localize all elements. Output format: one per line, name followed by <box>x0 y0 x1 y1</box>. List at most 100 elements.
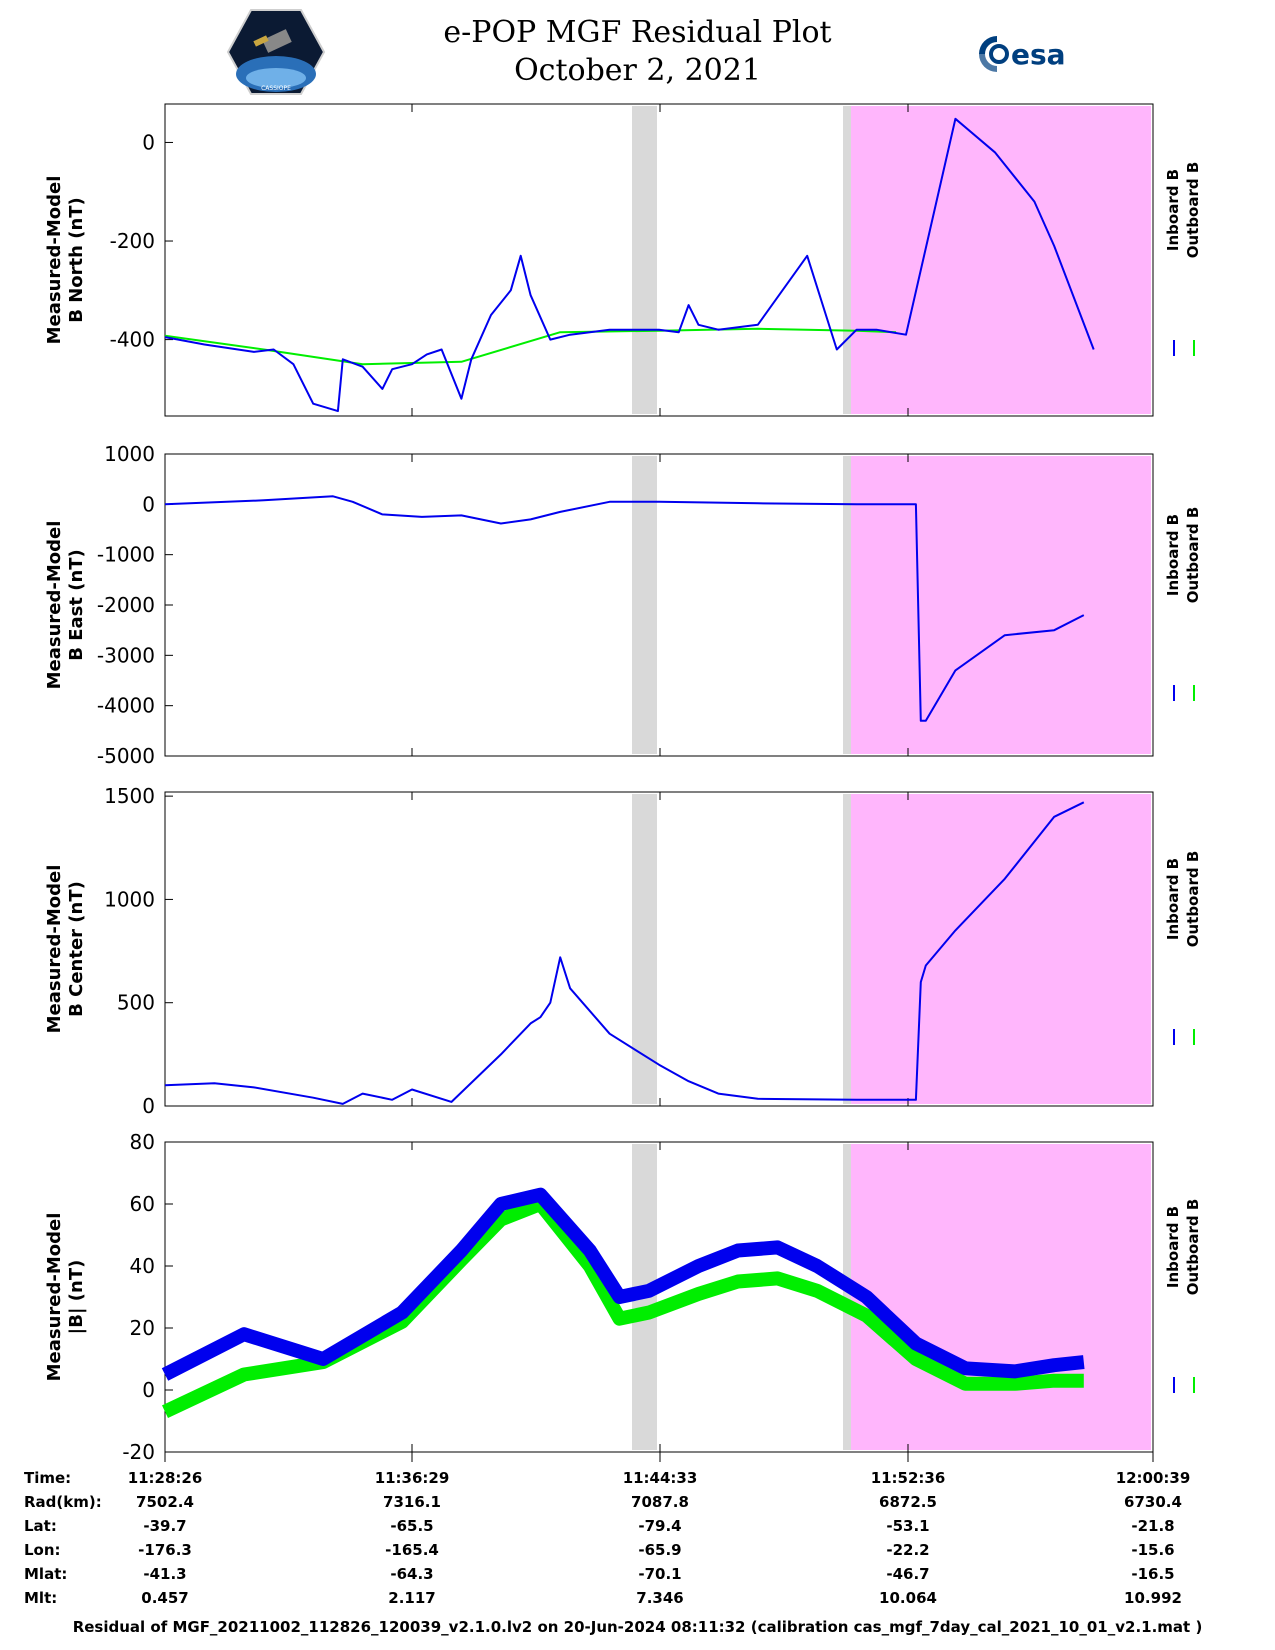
y-axis-label-line2: B Center (nT) <box>66 881 87 1017</box>
transition-band <box>843 106 851 414</box>
table-cell: 10.064 <box>879 1589 937 1607</box>
legend-outboard-label: Outboard B <box>1184 851 1202 948</box>
esa-logo: esa <box>979 36 1066 72</box>
y-axis-label-line1: Measured-Model <box>44 521 65 690</box>
y-axis-label-line2: B East (nT) <box>66 549 87 661</box>
y-tick-label: -3000 <box>97 643 155 667</box>
plot-frame <box>164 791 1154 1107</box>
table-row-label: Lon: <box>24 1541 61 1559</box>
y-tick-label: 20 <box>130 1316 155 1340</box>
table-cell: 0.457 <box>141 1589 189 1607</box>
data-gap-band <box>632 794 657 1104</box>
table-cell: -39.7 <box>143 1517 187 1535</box>
y-tick-label: 500 <box>117 991 155 1015</box>
y-tick-label: 1500 <box>104 784 155 808</box>
table-row-label: Time: <box>24 1469 72 1487</box>
table-cell: 11:36:29 <box>374 1469 450 1487</box>
y-tick-label: -1000 <box>97 543 155 567</box>
legend-outboard-label: Outboard B <box>1184 162 1202 259</box>
table-cell: 10.992 <box>1124 1589 1182 1607</box>
y-tick-label: 1000 <box>104 887 155 911</box>
table-cell: -16.5 <box>1131 1565 1175 1583</box>
y-tick-label: 0 <box>142 130 155 154</box>
table-row-label: Mlat: <box>24 1565 68 1583</box>
plot-title: e-POP MGF Residual Plot <box>443 15 832 50</box>
table-cell: 6872.5 <box>879 1493 937 1511</box>
highlight-band <box>851 456 1151 754</box>
y-tick-label: -5000 <box>97 744 155 768</box>
cassiope-logo: CASSIOPE <box>226 9 326 95</box>
transition-band <box>843 1144 851 1450</box>
table-cell: -165.4 <box>385 1541 439 1559</box>
table-cell: 11:44:33 <box>622 1469 698 1487</box>
plot-frame <box>164 1141 1154 1453</box>
table-cell: -64.3 <box>390 1565 434 1583</box>
legend-inboard-label: Inboard B <box>1164 514 1182 596</box>
y-tick-label: 60 <box>130 1192 155 1216</box>
y-tick-label: 80 <box>130 1130 155 1154</box>
table-cell: 11:52:36 <box>870 1469 946 1487</box>
data-gap-band <box>632 456 657 754</box>
highlight-band <box>851 1144 1151 1450</box>
table-cell: -22.2 <box>886 1541 930 1559</box>
table-cell: -65.9 <box>638 1541 682 1559</box>
legend-outboard-label: Outboard B <box>1184 507 1202 604</box>
series-line-inboard-0 <box>164 801 1085 1105</box>
cassiope-logo-text: CASSIOPE <box>261 85 291 92</box>
data-gap-band <box>632 106 657 414</box>
y-tick-label: -400 <box>110 328 155 352</box>
highlight-band <box>851 794 1151 1104</box>
table-cell: 7316.1 <box>383 1493 441 1511</box>
y-tick-label: -2000 <box>97 593 155 617</box>
plot-date: October 2, 2021 <box>514 53 761 88</box>
table-cell: -15.6 <box>1131 1541 1175 1559</box>
legend-outboard-label: Outboard B <box>1184 1199 1202 1296</box>
table-cell: 12:00:39 <box>1115 1469 1191 1487</box>
table-cell: 6730.4 <box>1124 1493 1182 1511</box>
y-axis-label-line1: Measured-Model <box>44 865 65 1034</box>
table-cell: -53.1 <box>886 1517 930 1535</box>
table-cell: 11:28:26 <box>127 1469 203 1487</box>
legend-inboard-label: Inboard B <box>1164 858 1182 940</box>
table-cell: -79.4 <box>638 1517 682 1535</box>
series-line-inboard-0 <box>164 117 1095 413</box>
y-tick-label: -20 <box>122 1440 155 1464</box>
title-block: e-POP MGF Residual Plot October 2, 2021 <box>0 14 1275 90</box>
table-cell: 7.346 <box>636 1589 684 1607</box>
y-axis-label-line2: B North (nT) <box>66 197 87 323</box>
esa-logo-text: esa <box>1011 38 1066 71</box>
table-cell: -46.7 <box>886 1565 930 1583</box>
legend-inboard-label: Inboard B <box>1164 169 1182 251</box>
series-line-inboard-0 <box>164 495 1085 722</box>
y-axis-label-line1: Measured-Model <box>44 176 65 345</box>
table-cell: -176.3 <box>138 1541 192 1559</box>
table-row-label: Rad(km): <box>24 1493 102 1511</box>
transition-band <box>843 456 851 754</box>
y-axis-label-line1: Measured-Model <box>44 1213 65 1382</box>
series-line-outboard-1 <box>164 327 897 366</box>
y-tick-label: 0 <box>142 1378 155 1402</box>
y-tick-label: 40 <box>130 1254 155 1278</box>
y-tick-label: 0 <box>142 492 155 516</box>
table-cell: -65.5 <box>390 1517 434 1535</box>
table-cell: -41.3 <box>143 1565 187 1583</box>
y-tick-label: 1000 <box>104 442 155 466</box>
y-axis-label-line2: |B| (nT) <box>66 1260 87 1335</box>
table-cell: 7087.8 <box>631 1493 689 1511</box>
table-cell: -21.8 <box>1131 1517 1175 1535</box>
table-row-label: Mlt: <box>24 1589 58 1607</box>
table-cell: 7502.4 <box>136 1493 194 1511</box>
y-tick-label: 0 <box>142 1094 155 1118</box>
legend-inboard-label: Inboard B <box>1164 1206 1182 1288</box>
plot-frame <box>164 103 1154 417</box>
series-line-inboard-0 <box>161 1187 1085 1381</box>
table-cell: 2.117 <box>388 1589 436 1607</box>
transition-band <box>843 794 851 1104</box>
footer-caption: Residual of MGF_20211002_112826_120039_v… <box>72 1618 1203 1636</box>
y-tick-label: -200 <box>110 229 155 253</box>
highlight-band <box>851 106 1151 414</box>
y-tick-label: -4000 <box>97 694 155 718</box>
table-row-label: Lat: <box>24 1517 57 1535</box>
table-cell: -70.1 <box>638 1565 682 1583</box>
